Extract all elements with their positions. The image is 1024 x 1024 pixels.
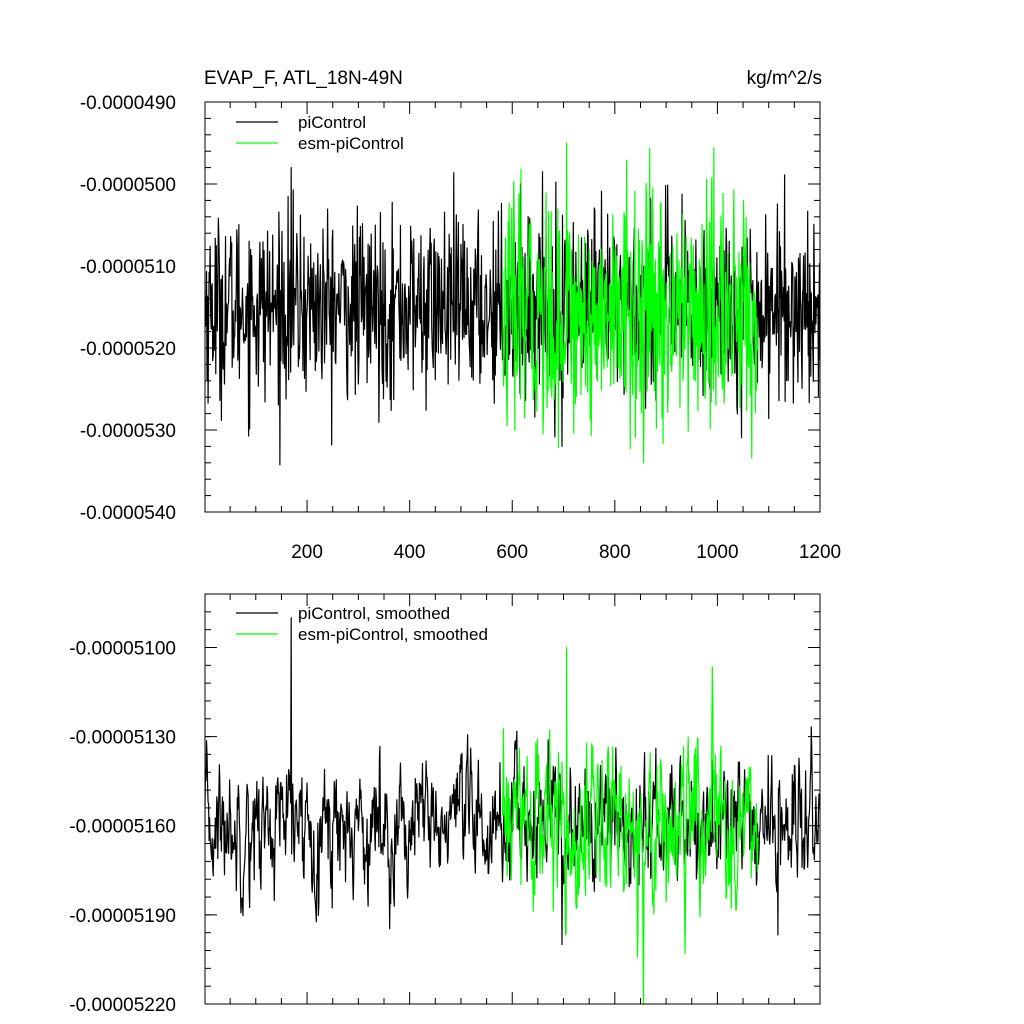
- bottom-legend-label-esm-picontrol: esm-piControl, smoothed: [298, 625, 488, 644]
- y-tick-label: -0.00005190: [69, 906, 176, 927]
- series-line-picontrol: [204, 617, 821, 946]
- bottom-legend: piControl, smoothed esm-piControl, smoot…: [236, 604, 488, 644]
- top-plot-frame: [204, 101, 821, 513]
- series-line-esm-picontrol: [501, 142, 759, 464]
- x-tick-label: 400: [394, 542, 426, 563]
- x-tick-label: 1200: [799, 542, 841, 563]
- y-tick-label: -0.00005100: [69, 638, 176, 659]
- top-chart-units: kg/m^2/s: [747, 68, 822, 89]
- y-tick-label: -0.00005130: [69, 728, 176, 749]
- y-tick-label: -0.0000520: [80, 339, 176, 360]
- bottom-panel: -0.00005100 -0.00005130 -0.00005160 -0.0000…: [69, 593, 821, 1016]
- y-tick-label: -0.0000530: [80, 421, 176, 442]
- y-tick-label: -0.00005160: [69, 817, 176, 838]
- y-tick-label: -0.0000540: [80, 503, 176, 524]
- y-tick-label: -0.00005220: [69, 995, 176, 1016]
- bottom-legend-label-picontrol: piControl, smoothed: [298, 604, 450, 623]
- top-legend: piControl esm-piControl: [236, 113, 404, 153]
- y-tick-label: -0.0000500: [80, 175, 176, 196]
- top-chart-title: EVAP_F, ATL_18N-49N: [204, 68, 403, 89]
- x-tick-label: 200: [291, 542, 323, 563]
- top-legend-label-esm-picontrol: esm-piControl: [298, 134, 404, 153]
- x-tick-label: 1000: [696, 542, 738, 563]
- x-tick-label: 600: [496, 542, 528, 563]
- top-ticks-layer: 200 400 600 800 1000 1200 -0.0000490 -0.0000500…: [80, 93, 841, 563]
- bottom-plot-frame: [204, 593, 821, 1005]
- top-legend-label-picontrol: piControl: [298, 113, 366, 132]
- bottom-series-layer: [204, 617, 821, 1005]
- top-series-layer: [204, 142, 821, 466]
- y-tick-label: -0.0000510: [80, 257, 176, 278]
- top-panel: EVAP_F, ATL_18N-49N kg/m^2/s 200 400 600 80…: [80, 68, 841, 563]
- y-tick-label: -0.0000490: [80, 93, 176, 114]
- x-tick-label: 800: [599, 542, 631, 563]
- series-line-esm-picontrol: [501, 646, 759, 1005]
